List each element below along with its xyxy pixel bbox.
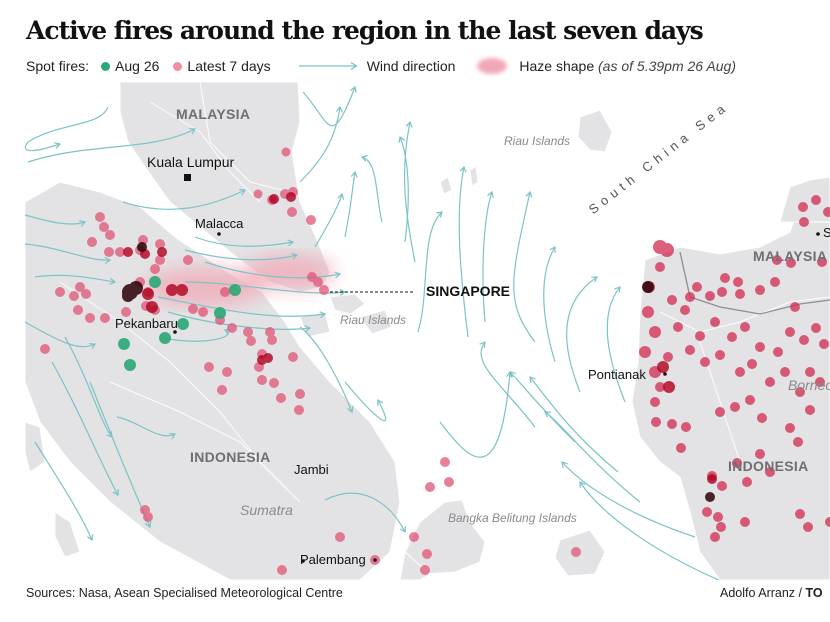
wind-arrow-icon (298, 61, 358, 71)
label-indonesia-east: INDONESIA (728, 458, 809, 474)
label-palembang: Palembang (300, 552, 366, 567)
label-malacca: Malacca (195, 216, 244, 231)
page-title: Active fires around the region in the la… (26, 16, 704, 45)
legend-haze-note: (as of 5.39pm 26 Aug) (598, 58, 737, 74)
legend-haze-label: Haze shape (519, 58, 595, 74)
fire-points-aug26 (118, 276, 241, 371)
capital-marker-icon (184, 174, 191, 181)
sources-note: Sources: Nasa, Asean Specialised Meteoro… (26, 586, 343, 600)
label-malaysia-east: MALAYSIA (753, 248, 828, 264)
credit-name: Adolfo Arranz / (720, 586, 806, 600)
label-sumatra: Sumatra (240, 502, 293, 518)
legend-aug26-label: Aug 26 (115, 58, 160, 74)
label-pontianak: Pontianak (588, 367, 646, 382)
label-riau-islands-south: Riau Islands (340, 313, 407, 327)
credit: Adolfo Arranz / TO (720, 586, 823, 600)
label-riau-islands-north: Riau Islands (504, 134, 571, 148)
international-border (679, 251, 830, 315)
city-markers (173, 174, 820, 563)
map-canvas (24, 82, 830, 580)
label-malaysia-west: MALAYSIA (176, 106, 251, 122)
legend: Spot fires: Aug 26 Latest 7 days Wind di… (26, 58, 736, 74)
legend-latest7-label: Latest 7 days (187, 58, 271, 74)
label-bangka-belitung: Bangka Belitung Islands (448, 511, 577, 525)
label-singapore: SINGAPORE (426, 283, 511, 299)
legend-item-aug26: Aug 26 (101, 58, 159, 74)
credit-org: TO (805, 586, 823, 600)
fire-points-7days (40, 147, 830, 575)
legend-spot-fires-label: Spot fires: (26, 58, 90, 74)
label-indonesia-west: INDONESIA (190, 449, 271, 465)
legend-item-latest7: Latest 7 days (173, 58, 271, 74)
haze-swatch-icon (477, 58, 508, 74)
label-jambi: Jambi (294, 462, 329, 477)
fire-map: MALAYSIA MALAYSIA INDONESIA INDONESIA Ku… (0, 82, 830, 580)
pink-dot-icon (173, 61, 183, 71)
legend-wind-label: Wind direction (366, 58, 456, 74)
label-borneo: Borneo (788, 377, 830, 393)
wind-arrows (24, 85, 721, 580)
green-dot-icon (101, 61, 111, 71)
label-pekanbaru: Pekanbaru (115, 316, 178, 331)
label-kuala-lumpur: Kuala Lumpur (147, 154, 235, 170)
label-sarawak-partial: S (823, 225, 830, 240)
